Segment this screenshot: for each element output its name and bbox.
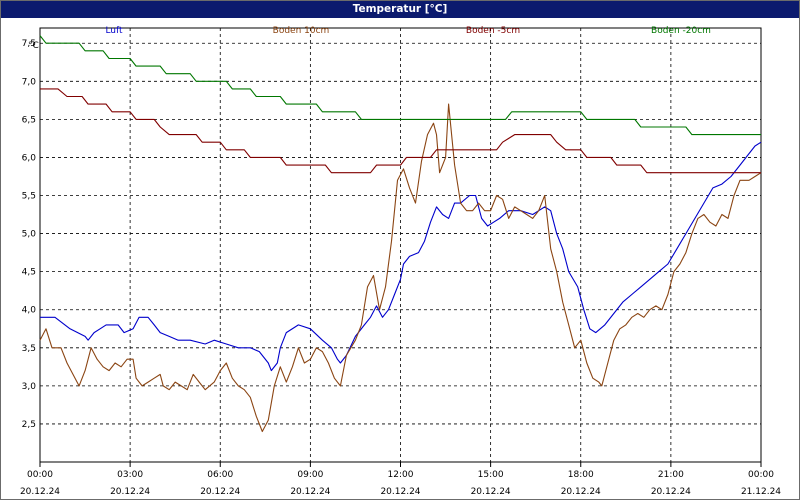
x-tick-date: 20.12.24: [110, 487, 150, 497]
y-tick-label: 5,5: [22, 192, 36, 202]
y-tick-label: 4,0: [22, 306, 37, 316]
y-tick-label: 3,0: [22, 382, 37, 392]
x-tick-time: 18:00: [568, 470, 594, 480]
y-axis-unit: °C: [28, 41, 39, 51]
x-tick-date: 21.12.24: [741, 487, 781, 497]
x-tick-time: 00:00: [27, 470, 53, 480]
x-tick-date: 20.12.24: [561, 487, 601, 497]
y-tick-label: 6,5: [22, 115, 36, 125]
temperature-chart: 2,5 3,0 3,5 4,0 4,5 5,0 5,5 6,0 6,5 7,0 7,5°C 00:00…: [20, 26, 781, 497]
x-tick-date: 20.12.24: [290, 487, 330, 497]
series-line-4: [39, 35, 761, 136]
x-tick-time: 06:00: [207, 470, 233, 480]
legend-entry: Boden -5cm: [466, 26, 520, 36]
y-tick-label: 4,5: [22, 268, 36, 278]
x-tick-date: 20.12.24: [20, 487, 60, 497]
series-line-3: [40, 88, 761, 174]
chart-title: Temperatur [°C]: [1, 1, 799, 18]
y-tick-label: 5,0: [22, 230, 37, 240]
y-tick-label: 7,5: [22, 39, 36, 49]
x-tick-time: 00:00: [748, 470, 774, 480]
y-tick-label: 6,0: [22, 153, 37, 163]
y-tick-label: 2,5: [22, 420, 36, 430]
x-tick-time: 12:00: [388, 470, 414, 480]
x-tick-date: 20.12.24: [380, 487, 420, 497]
series-line-2: [39, 103, 762, 433]
legend-entry: Boden 10cm: [273, 26, 330, 36]
x-tick-date: 20.12.24: [651, 487, 691, 497]
legend-entry: Boden -20cm: [651, 26, 711, 36]
x-tick-time: 09:00: [297, 470, 323, 480]
y-tick-label: 7,0: [22, 77, 37, 87]
y-tick-label: 3,5: [22, 344, 36, 354]
x-tick-time: 03:00: [117, 470, 143, 480]
x-tick-time: 21:00: [658, 470, 684, 480]
series-line-1: [40, 141, 762, 372]
x-tick-time: 15:00: [478, 470, 504, 480]
x-tick-date: 20.12.24: [471, 487, 511, 497]
legend-entry: Luft: [105, 26, 123, 36]
x-tick-date: 20.12.24: [200, 487, 240, 497]
